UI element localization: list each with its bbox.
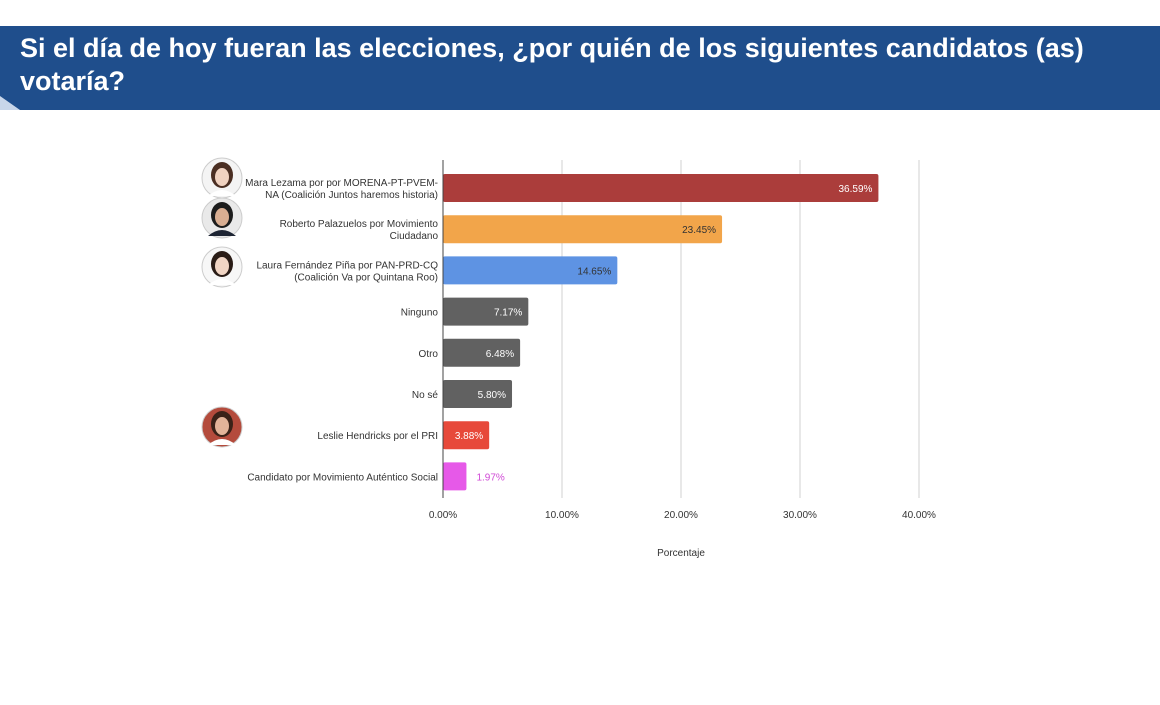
- woman-portrait-icon: [201, 246, 243, 288]
- banner-corner-decoration: [0, 96, 20, 110]
- category-label: Candidato por Movimiento Auténtico Socia…: [247, 472, 438, 483]
- bar: [443, 380, 513, 408]
- category-label: Leslie Hendricks por el PRI: [317, 431, 438, 442]
- category-label: (Coalición Va por Quintana Roo): [294, 272, 438, 283]
- woman-portrait-icon: [201, 406, 243, 448]
- data-label: 23.45%: [682, 225, 716, 236]
- data-label: 5.80%: [478, 390, 506, 401]
- data-label: 36.59%: [838, 184, 872, 195]
- x-tick-label: 0.00%: [429, 510, 457, 521]
- data-label: 1.97%: [476, 472, 504, 483]
- bar: [443, 256, 618, 285]
- data-label: 14.65%: [577, 266, 611, 277]
- category-label: Otro: [419, 349, 439, 360]
- category-label: Mara Lezama por por MORENA-PT-PVEM-: [245, 178, 438, 189]
- bar: [443, 338, 521, 367]
- woman-portrait-icon: [201, 157, 243, 199]
- bar: [443, 421, 490, 450]
- category-label: Ninguno: [401, 308, 439, 319]
- bar: [443, 174, 879, 202]
- x-tick-label: 30.00%: [783, 510, 817, 521]
- category-label: No sé: [412, 390, 439, 401]
- x-axis-label: Porcentaje: [657, 548, 705, 559]
- data-label: 6.48%: [486, 349, 514, 360]
- category-label: Laura Fernández Piña por PAN-PRD-CQ: [256, 260, 438, 271]
- header-banner: Si el día de hoy fueran las elecciones, …: [0, 26, 1160, 110]
- man-portrait-icon: [201, 197, 243, 239]
- category-label: Ciudadano: [390, 231, 439, 242]
- page-title: Si el día de hoy fueran las elecciones, …: [20, 33, 1084, 96]
- category-label: Roberto Palazuelos por Movimiento: [280, 219, 439, 230]
- bar: [443, 297, 529, 326]
- category-label: NA (Coalición Juntos haremos historia): [265, 190, 438, 201]
- x-tick-label: 40.00%: [902, 510, 936, 521]
- bar: [443, 462, 467, 491]
- bar: [443, 215, 723, 244]
- data-label: 7.17%: [494, 308, 522, 319]
- x-tick-label: 20.00%: [664, 510, 698, 521]
- x-tick-label: 10.00%: [545, 510, 579, 521]
- data-label: 3.88%: [455, 431, 483, 442]
